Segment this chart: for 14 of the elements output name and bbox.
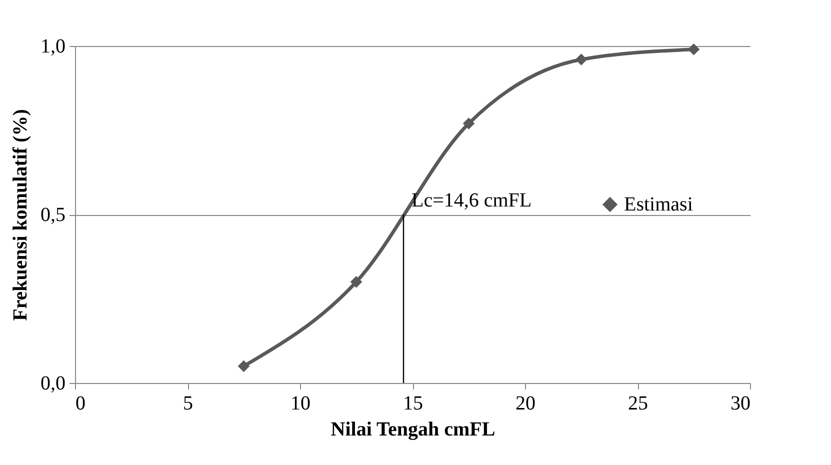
- x-axis-title: Nilai Tengah cmFL: [330, 418, 496, 440]
- x-tick-label: 25: [628, 392, 648, 414]
- y-axis-title: Frekuensi komulatif (%): [10, 109, 32, 321]
- x-tick-label: 5: [183, 392, 193, 414]
- x-tick-label: 20: [516, 392, 536, 414]
- y-tick-label: 0,0: [40, 372, 66, 394]
- annotation: Lc=14,6 cmFL: [412, 190, 532, 212]
- legend-label: Estimasi: [624, 194, 694, 216]
- y-tick-label: 1,0: [40, 36, 66, 58]
- x-tick-label: 10: [290, 392, 310, 414]
- x-tick-label: 15: [403, 392, 423, 414]
- x-tick-label: 0: [76, 392, 86, 414]
- x-tick-label: 30: [730, 392, 750, 414]
- y-tick-label: 0,5: [40, 204, 66, 226]
